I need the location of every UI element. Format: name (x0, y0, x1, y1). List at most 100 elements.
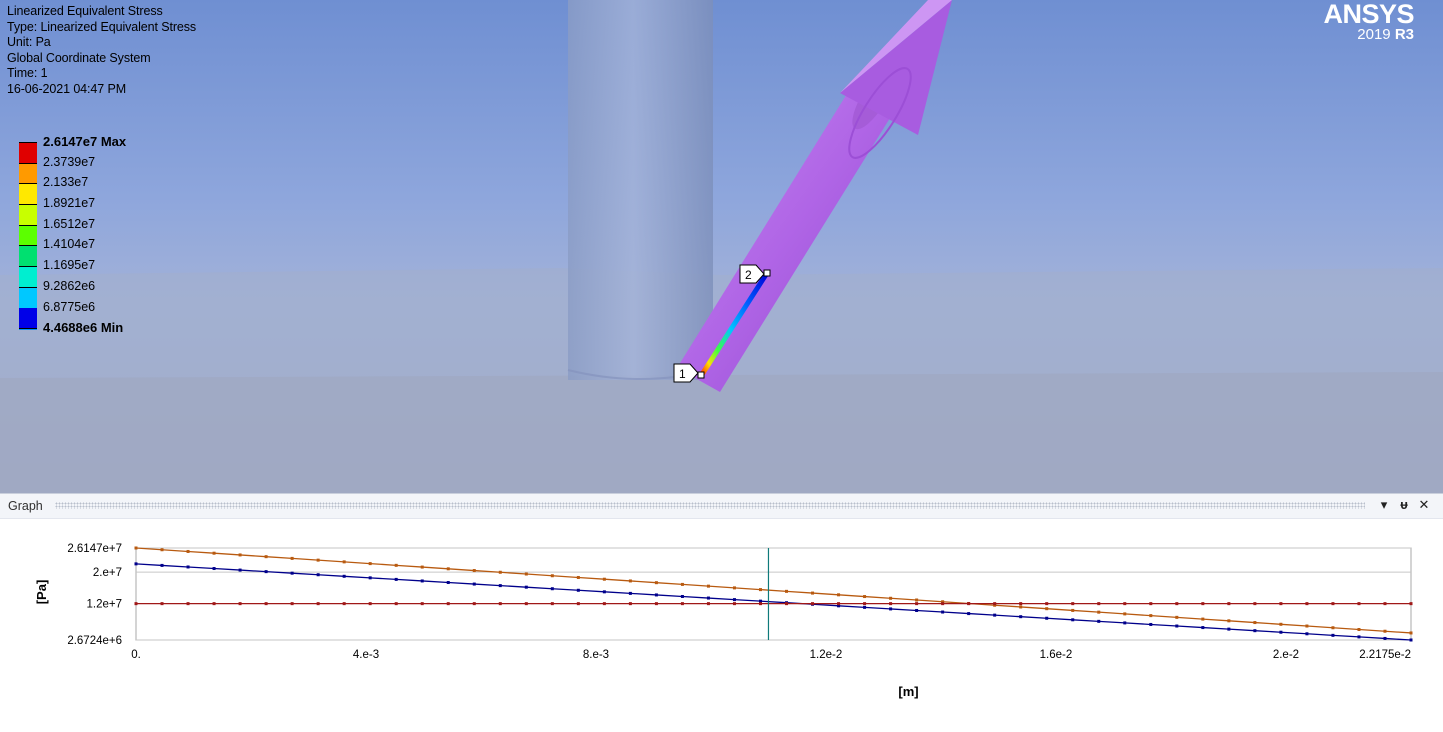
series-point (472, 569, 476, 573)
series-point (186, 565, 190, 569)
series-point (889, 602, 893, 606)
series-point (1409, 638, 1413, 642)
series-point (498, 570, 502, 574)
pin-icon[interactable]: ᵾ (1400, 497, 1408, 512)
brand-version: 2019 R3 (1323, 27, 1414, 43)
series-point (785, 602, 789, 606)
series-point (1097, 619, 1101, 623)
series-point (316, 573, 320, 577)
brand-release: R3 (1394, 26, 1414, 43)
x-tick-label: 8.e-3 (583, 649, 609, 661)
graph-panel-header[interactable]: Graph ▾ ᵾ ✕ (0, 494, 1443, 519)
result-unit: Unit: Pa (7, 35, 51, 50)
series-point (1201, 617, 1205, 621)
series-point (524, 602, 528, 606)
series-point (628, 591, 632, 595)
series-point (941, 600, 945, 604)
legend-swatch (19, 224, 37, 247)
series-point (472, 602, 476, 606)
legend-label: 9.2862e6 (43, 278, 96, 293)
series-point (993, 602, 997, 606)
series-point (837, 602, 841, 606)
result-timestamp: 16-06-2021 04:47 PM (7, 81, 127, 96)
series-point (472, 582, 476, 586)
x-tick-label: 2.2175e-2 (1359, 649, 1411, 661)
series-point (863, 595, 867, 599)
series-point (1201, 602, 1205, 606)
y-tick-label: 2.6724e+6 (67, 635, 122, 647)
y-axis-title: [Pa] (34, 580, 49, 605)
series-point (524, 585, 528, 589)
series-point (1175, 615, 1179, 619)
series-point (446, 602, 450, 606)
panel-grip[interactable] (55, 502, 1365, 509)
legend-label: 4.4688e6 Min (43, 320, 124, 336)
legend-swatch (19, 245, 37, 268)
model-scene[interactable]: 1 2 (0, 0, 1443, 493)
series-point (602, 577, 606, 581)
linearization-path (697, 269, 771, 379)
series-point (342, 574, 346, 578)
series-point (863, 602, 867, 606)
close-icon[interactable]: ✕ (1418, 497, 1430, 512)
series-point (732, 586, 736, 590)
series-point (134, 546, 138, 550)
series-point (394, 602, 398, 606)
probe-label-1[interactable]: 1 (673, 363, 699, 383)
series-point (1409, 631, 1413, 635)
series-point (993, 613, 997, 617)
series-point (1071, 618, 1075, 622)
series-point (238, 568, 242, 572)
stress-chart[interactable]: 2.6147e+7 2.e+7 1.2e+7 2.6724e+6 0. 4.e-3 8.e-… (0, 518, 1443, 732)
series-point (524, 572, 528, 576)
series-line (135, 547, 1412, 634)
series-point (967, 602, 971, 606)
series-point (1279, 630, 1283, 634)
series-point (550, 574, 554, 578)
series-point (628, 579, 632, 583)
chevron-down-icon[interactable]: ▾ (1380, 497, 1388, 512)
legend-label: 2.3739e7 (43, 154, 96, 169)
series-point (654, 602, 658, 606)
series-point (1253, 602, 1257, 606)
series-point (1253, 621, 1257, 625)
legend-label: 1.1695e7 (43, 258, 96, 273)
coordinate-system: Global Coordinate System (7, 50, 151, 65)
series-point (1383, 636, 1387, 640)
series-point (1175, 624, 1179, 628)
brand-name: ANSYS (1323, 0, 1414, 29)
series-point (212, 602, 216, 606)
series-point (1019, 615, 1023, 619)
series-point (654, 593, 658, 597)
series-point (1175, 602, 1179, 606)
series-point (889, 607, 893, 611)
series-point (550, 587, 554, 591)
series-point (576, 602, 580, 606)
probe-label-2[interactable]: 2 (739, 264, 765, 284)
series-point (368, 576, 372, 580)
x-tick-label: 2.e-2 (1273, 649, 1299, 661)
series-point (420, 579, 424, 583)
series-point (732, 602, 736, 606)
series-point (394, 563, 398, 567)
series-point (915, 598, 919, 602)
3d-viewport[interactable]: 1 2 Linearized Equivalent Stress Type: L… (0, 0, 1443, 493)
legend-label: 6.8775e6 (43, 299, 96, 314)
x-tick-label: 1.6e-2 (1040, 649, 1073, 661)
series-point (1227, 619, 1231, 623)
branch-arrow (677, 0, 952, 392)
series-point (290, 556, 294, 560)
series-point (420, 602, 424, 606)
series-point (680, 582, 684, 586)
series-point (654, 581, 658, 585)
series-point (758, 599, 762, 603)
series-point (342, 602, 346, 606)
series-point (915, 602, 919, 606)
series-point (1019, 602, 1023, 606)
series-point (941, 602, 945, 606)
series-point (498, 602, 502, 606)
series-point (1305, 632, 1309, 636)
probe-label-2-text: 2 (745, 268, 752, 282)
legend-swatch (19, 183, 37, 206)
result-type: Type: Linearized Equivalent Stress (7, 19, 197, 34)
